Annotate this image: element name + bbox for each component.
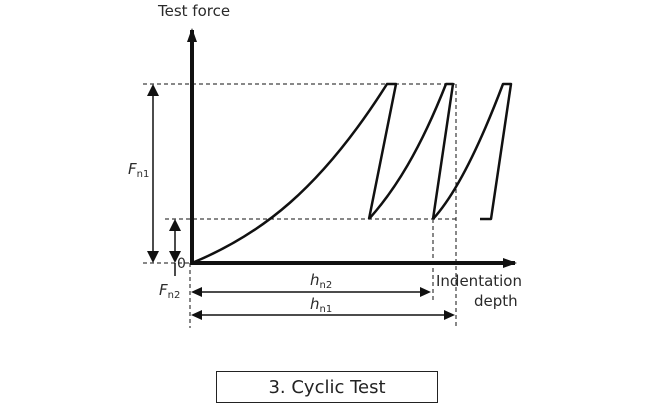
cyclic-curves xyxy=(191,82,513,265)
hn1-label: hn1 xyxy=(310,295,333,315)
caption-box: 3. Cyclic Test xyxy=(216,371,438,403)
axes xyxy=(187,28,517,268)
x-axis-label-line2: depth xyxy=(474,292,518,310)
fn1-arrow-down-head xyxy=(147,251,159,263)
force-dimension-arrows xyxy=(147,84,181,276)
x-axis-label-line1: Indentation xyxy=(436,272,522,290)
origin-label: 0 xyxy=(177,256,186,272)
fn2-label: Fn2 xyxy=(159,281,181,301)
cycle-1-curve xyxy=(191,82,398,265)
hn2-label: hn2 xyxy=(310,271,333,291)
fn2-arrow-down-head xyxy=(169,251,181,263)
y-axis-label: Test force xyxy=(158,2,231,20)
fn1-arrow-up-head xyxy=(147,84,159,96)
guide-lines xyxy=(143,83,458,328)
depth-dimension-arrows xyxy=(191,287,455,320)
fn2-arrow-up-head xyxy=(169,219,181,231)
fn1-label: Fn1 xyxy=(128,160,150,180)
cycle-3-curve xyxy=(432,82,513,221)
cycle-2-curve xyxy=(368,82,455,220)
caption-text: 3. Cyclic Test xyxy=(268,376,386,398)
